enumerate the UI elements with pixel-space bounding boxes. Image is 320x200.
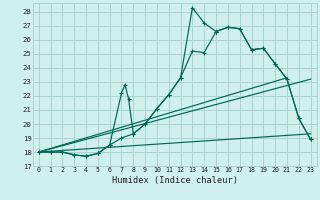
- X-axis label: Humidex (Indice chaleur): Humidex (Indice chaleur): [112, 176, 238, 185]
